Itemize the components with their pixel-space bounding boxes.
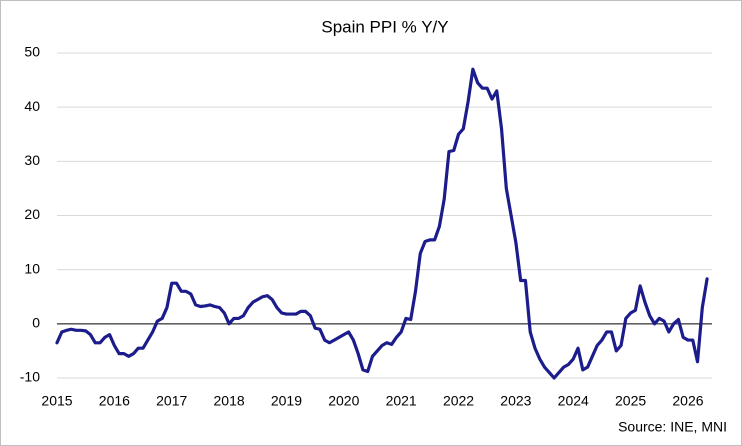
x-tick-label: 2026 [672, 393, 703, 409]
x-tick-label: 2018 [214, 393, 245, 409]
x-tick-label: 2021 [386, 393, 417, 409]
y-tick-label: 30 [24, 152, 40, 168]
y-tick-label: 50 [24, 44, 40, 60]
x-tick-label: 2019 [271, 393, 302, 409]
x-tick-label: 2015 [41, 393, 72, 409]
x-tick-label: 2023 [500, 393, 531, 409]
y-tick-label: 20 [24, 206, 40, 222]
y-tick-label: 0 [32, 315, 40, 331]
data-line [55, 67, 709, 380]
y-tick-label: 40 [24, 98, 40, 114]
chart-title: Spain PPI % Y/Y [321, 17, 448, 36]
source-note: Source: INE, MNI [618, 419, 727, 435]
x-tick-label: 2025 [615, 393, 646, 409]
x-tick-label: 2024 [558, 393, 589, 409]
x-tick-label: 2022 [443, 393, 474, 409]
x-tick-label: 2020 [328, 393, 359, 409]
y-tick-label: 10 [24, 260, 40, 276]
y-tick-label: -10 [20, 369, 40, 385]
x-tick-label: 2017 [156, 393, 187, 409]
x-tick-label: 2016 [99, 393, 130, 409]
